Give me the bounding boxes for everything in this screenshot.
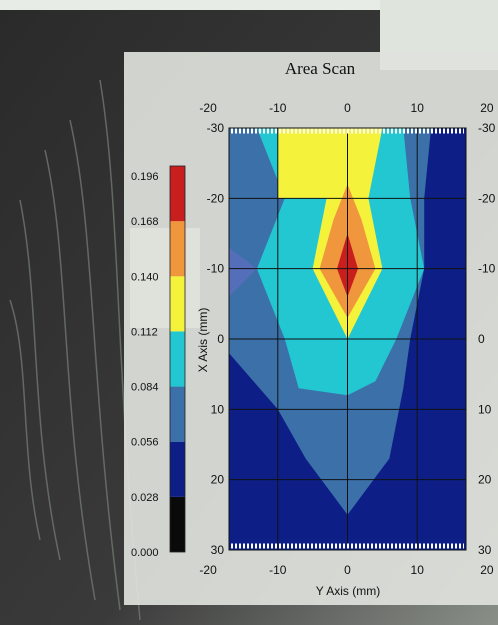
contour-patch-0 — [229, 247, 257, 297]
colorbar-tick-label: 0.028 — [131, 492, 159, 504]
x-tick-label-top: -10 — [269, 101, 287, 115]
x-tick-label-bottom: -10 — [269, 563, 287, 577]
y-tick-label-left: 20 — [211, 473, 225, 487]
colorbar-tick-label: 0.168 — [131, 216, 159, 228]
x-tick-label-top: -20 — [199, 101, 217, 115]
colorbar: 0.000 0.028 0.056 0.084 0.112 0.140 0.168 0.196 — [131, 165, 186, 559]
y-tick-label-left: 10 — [211, 402, 225, 416]
colorbar-tick-label: 0.000 — [131, 547, 159, 559]
colorbar-tick-label: 0.140 — [131, 271, 159, 283]
colorbar-segment — [170, 221, 185, 277]
colorbar-tick-label: 0.196 — [131, 171, 159, 183]
y-tick-label-left: -10 — [207, 262, 225, 276]
x-tick-label-top: 0 — [344, 101, 351, 115]
x-tick-label-bottom: 10 — [411, 563, 425, 577]
y-tick-label-left: -20 — [207, 191, 225, 205]
colorbar-segment — [170, 276, 185, 332]
plot-area: -20 -20 -10 -10 0 0 10 10 20 20 -30 -30 -20 -20 -10 -10… — [199, 101, 495, 577]
y-tick-label-left: -30 — [207, 121, 225, 135]
colorbar-tick-label: 0.084 — [131, 382, 159, 394]
y-tick-label-left: 30 — [211, 543, 225, 557]
colorbar-tick-label: 0.056 — [131, 437, 159, 449]
y-tick-label-right: 20 — [478, 473, 492, 487]
y-axis-label: X Axis (mm) — [196, 308, 210, 373]
chart-title: Area Scan — [285, 59, 356, 78]
x-tick-label-top: 20 — [480, 101, 494, 115]
x-axis-label: Y Axis (mm) — [316, 584, 380, 598]
colorbar-segment — [170, 441, 185, 497]
colorbar-frame — [169, 165, 186, 553]
colorbar-segment — [170, 496, 185, 552]
y-tick-label-right: 10 — [478, 402, 492, 416]
x-tick-label-top: 10 — [411, 101, 425, 115]
x-tick-label-bottom: 20 — [480, 563, 494, 577]
photo-top-strip — [0, 0, 498, 10]
colorbar-segment — [170, 386, 185, 442]
x-tick-label-bottom: 0 — [344, 563, 351, 577]
plot-frame — [228, 127, 467, 551]
y-tick-label-right: 0 — [478, 332, 485, 346]
y-tick-label-right: -10 — [478, 262, 496, 276]
y-tick-label-left: 0 — [217, 332, 224, 346]
colorbar-segment — [170, 166, 185, 222]
colorbar-segment — [170, 331, 185, 387]
colorbar-tick-label: 0.112 — [131, 326, 158, 338]
y-tick-label-right: -20 — [478, 191, 496, 205]
y-tick-label-right: -30 — [478, 121, 496, 135]
x-tick-label-bottom: -20 — [199, 563, 217, 577]
y-tick-label-right: 30 — [478, 543, 492, 557]
